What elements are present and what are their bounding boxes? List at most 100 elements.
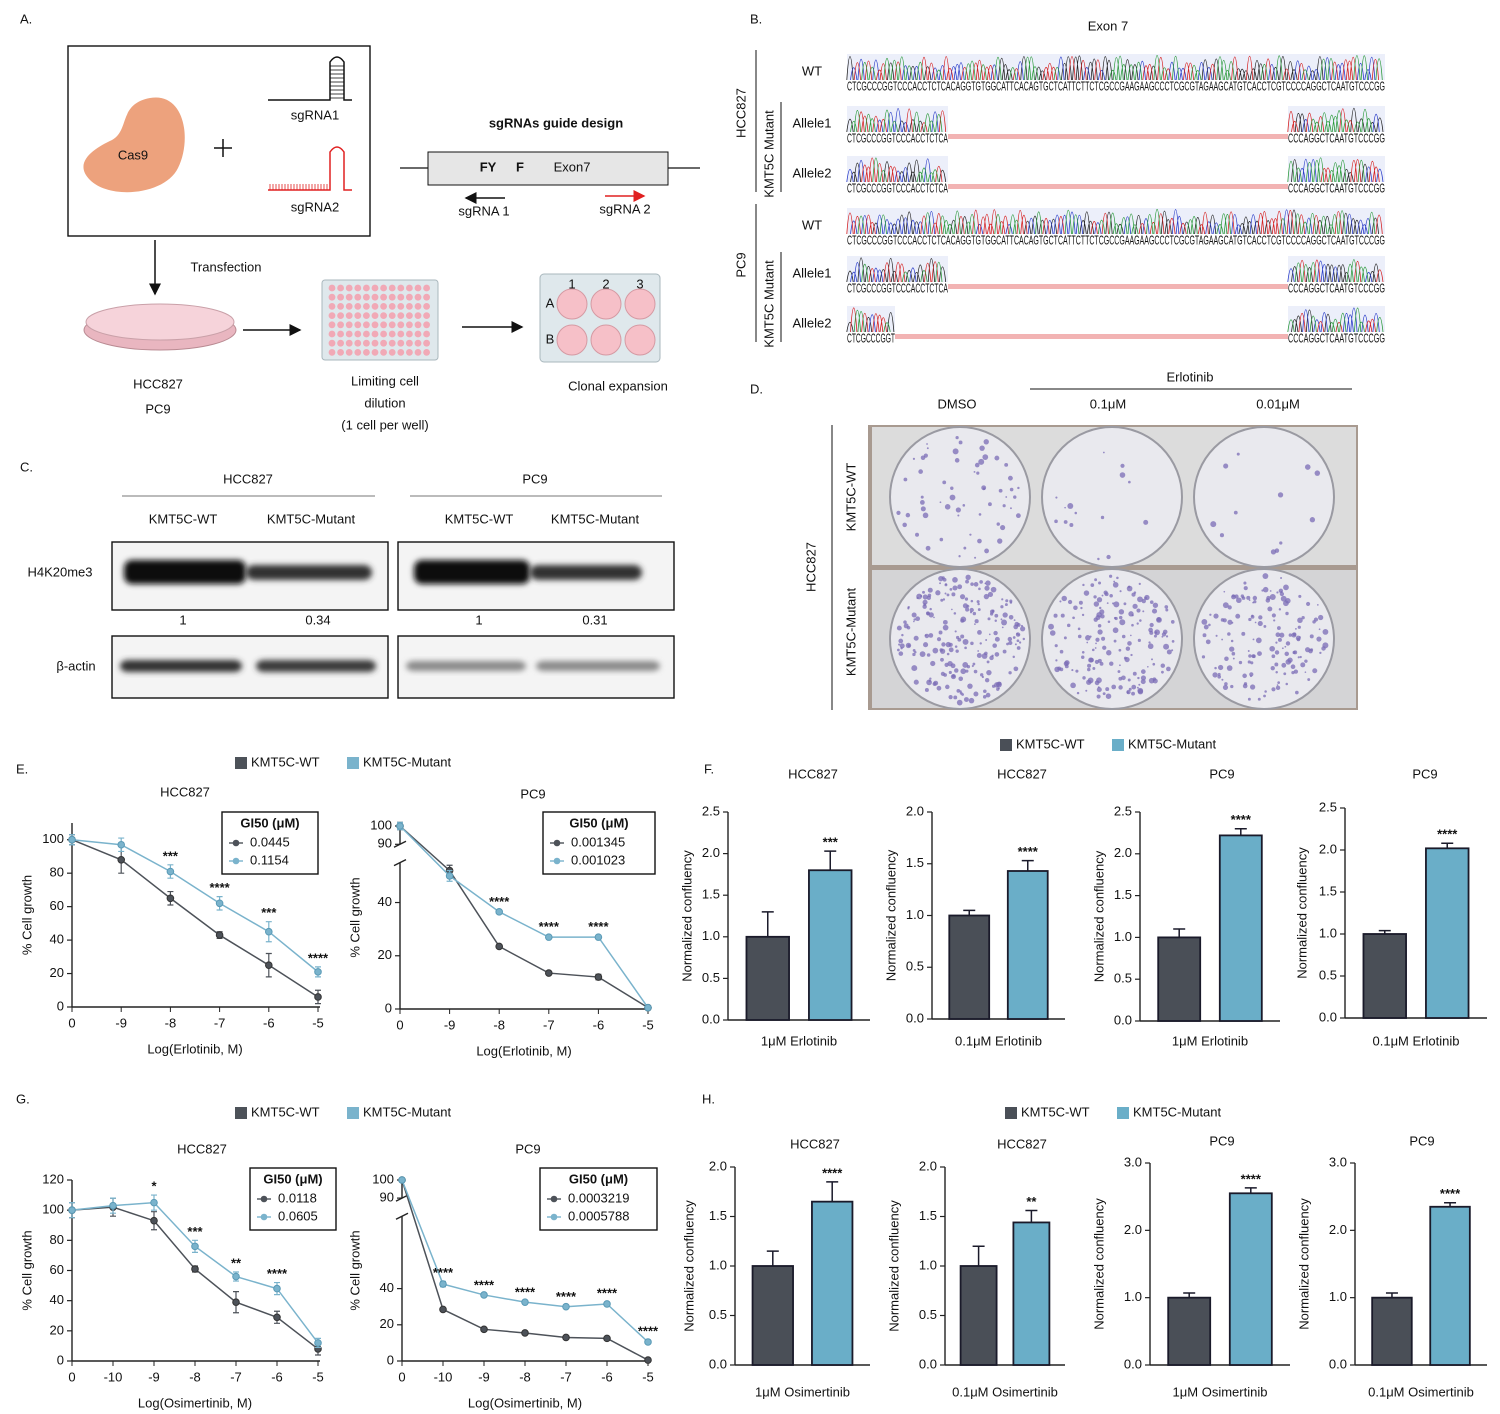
- colony: [1248, 617, 1252, 622]
- colony: [1131, 623, 1134, 627]
- well: [345, 330, 353, 338]
- y-tick-label: 0.0: [919, 1356, 937, 1371]
- colony: [1089, 635, 1092, 638]
- colony: [1223, 463, 1229, 469]
- trace: [1294, 259, 1369, 283]
- colony: [1283, 672, 1287, 676]
- colony: [920, 506, 926, 512]
- y-tick-label: 0: [385, 1000, 392, 1015]
- y-tick-label: 3.0: [1124, 1154, 1142, 1169]
- colony: [1136, 608, 1141, 613]
- label: KMT5C Mutant: [761, 260, 776, 348]
- colony: [990, 586, 997, 593]
- colony: [1297, 625, 1301, 629]
- colony: [936, 637, 942, 642]
- colony: [1277, 492, 1284, 498]
- panel-label: A.: [20, 11, 32, 26]
- colony: [1107, 620, 1111, 624]
- label: HCC827: [733, 88, 748, 138]
- legend-label: KMT5C-Mutant: [363, 754, 452, 769]
- colony: [1322, 629, 1329, 635]
- significance: ****: [308, 950, 329, 965]
- band: [406, 661, 526, 671]
- legend-label: KMT5C-WT: [1021, 1104, 1090, 1119]
- colony: [922, 594, 928, 600]
- colony: [994, 619, 997, 623]
- y-axis-label: Normalized confluency: [886, 1200, 901, 1332]
- colony: [1001, 598, 1004, 601]
- colony: [1285, 611, 1289, 616]
- colony: [1160, 663, 1166, 668]
- colony: [1104, 592, 1109, 597]
- colony: [1242, 673, 1247, 679]
- significance: ***: [261, 905, 277, 920]
- well: [354, 339, 362, 347]
- y-tick-label: 1.5: [702, 887, 720, 902]
- x-tick-label: -6: [263, 1015, 275, 1030]
- well: [371, 349, 379, 356]
- bar: [1425, 847, 1470, 1019]
- colony: [996, 522, 1000, 526]
- y-tick-label: 0: [57, 998, 64, 1013]
- plus: [214, 139, 232, 157]
- colony: [1085, 689, 1088, 692]
- colony: [1299, 655, 1302, 659]
- label: sgRNA 1: [458, 203, 509, 218]
- colony: [955, 435, 959, 440]
- panel-label: H.: [702, 1091, 715, 1106]
- y-tick-label: 1.0: [1114, 929, 1132, 944]
- colony: [970, 641, 974, 646]
- colony: [1250, 661, 1254, 665]
- colony: [956, 688, 961, 693]
- colony: [938, 630, 943, 635]
- legend-swatch: [1000, 739, 1012, 751]
- label: HCC827: [133, 376, 183, 391]
- well: [414, 349, 422, 356]
- colony: [960, 668, 967, 675]
- colony: [898, 638, 904, 644]
- panel-label: G.: [16, 1091, 30, 1106]
- colony: [977, 629, 982, 635]
- colony: [1278, 608, 1282, 611]
- colony: [954, 458, 960, 463]
- well: [414, 339, 422, 347]
- colony: [933, 680, 939, 686]
- well: [388, 339, 396, 347]
- colony: [942, 619, 948, 625]
- y-tick-label: 0.0: [1114, 1012, 1132, 1027]
- colony: [1086, 679, 1092, 685]
- colony: [1276, 684, 1279, 686]
- x-tick-label: 1μM Osimertinib: [1173, 1384, 1268, 1399]
- colony: [972, 611, 977, 616]
- colony: [983, 593, 990, 600]
- inset-title: GI50 (μM): [569, 1171, 628, 1186]
- colony: [942, 480, 947, 485]
- x-tick-label: -6: [271, 1369, 283, 1384]
- colony: [918, 469, 923, 474]
- label: DMSO: [938, 396, 977, 411]
- well: [556, 288, 588, 320]
- colony: [977, 602, 980, 606]
- well: [354, 321, 362, 329]
- label: Allele1: [792, 265, 831, 280]
- colony: [915, 532, 920, 537]
- point: [398, 1176, 406, 1184]
- colony: [987, 591, 994, 598]
- colony: [972, 662, 976, 666]
- trace: [1291, 309, 1332, 333]
- colony: [1102, 692, 1106, 696]
- x-tick-label: 0.1μM Erlotinib: [955, 1033, 1042, 1048]
- colony: [1309, 634, 1314, 639]
- colony: [1055, 496, 1058, 499]
- colony: [1121, 634, 1126, 639]
- colony: [1252, 638, 1255, 641]
- colony: [922, 512, 929, 519]
- well: [354, 312, 362, 319]
- colony: [1082, 583, 1085, 587]
- colony: [1086, 641, 1089, 644]
- colony: [952, 448, 959, 455]
- colony: [1205, 639, 1211, 645]
- colony: [1304, 659, 1308, 663]
- y-axis-label: Normalized confluency: [681, 1200, 696, 1332]
- error-bar: [1021, 859, 1034, 871]
